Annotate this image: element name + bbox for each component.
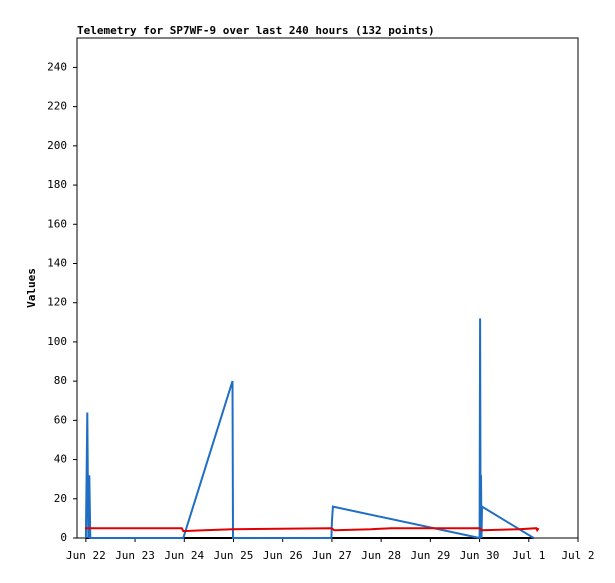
y-tick-label: 160 bbox=[47, 217, 67, 230]
x-tick-label: Jun 24 bbox=[164, 549, 204, 562]
x-tick-label: Jun 27 bbox=[312, 549, 352, 562]
plot-frame bbox=[76, 37, 579, 539]
x-tick-label: Jun 28 bbox=[361, 549, 401, 562]
chart-title: Telemetry for SP7WF-9 over last 240 hour… bbox=[77, 24, 435, 37]
x-tick-label: Jul 2 bbox=[561, 549, 594, 562]
y-tick-label: 240 bbox=[47, 60, 67, 73]
y-axis-label: Values bbox=[25, 268, 38, 308]
y-tick-label: 220 bbox=[47, 100, 67, 113]
x-tick-label: Jun 22 bbox=[66, 549, 106, 562]
x-tick-label: Jun 25 bbox=[214, 549, 254, 562]
y-tick-label: 40 bbox=[54, 453, 67, 466]
x-tick-label: Jul 1 bbox=[512, 549, 545, 562]
x-tick-label: Jun 29 bbox=[410, 549, 450, 562]
x-tick-label: Jun 23 bbox=[115, 549, 155, 562]
y-tick-label: 120 bbox=[47, 296, 67, 309]
x-tick-label: Jun 26 bbox=[263, 549, 303, 562]
y-tick-label: 0 bbox=[60, 531, 67, 544]
y-tick-label: 140 bbox=[47, 256, 67, 269]
y-tick-label: 60 bbox=[54, 413, 67, 426]
y-tick-label: 100 bbox=[47, 335, 67, 348]
x-tick-label: Jun 30 bbox=[460, 549, 500, 562]
y-tick-label: 20 bbox=[54, 492, 67, 505]
series-line bbox=[84, 527, 540, 533]
y-tick-label: 180 bbox=[47, 178, 67, 191]
y-tick-label: 80 bbox=[54, 374, 67, 387]
y-tick-label: 200 bbox=[47, 139, 67, 152]
series-line bbox=[84, 318, 535, 540]
